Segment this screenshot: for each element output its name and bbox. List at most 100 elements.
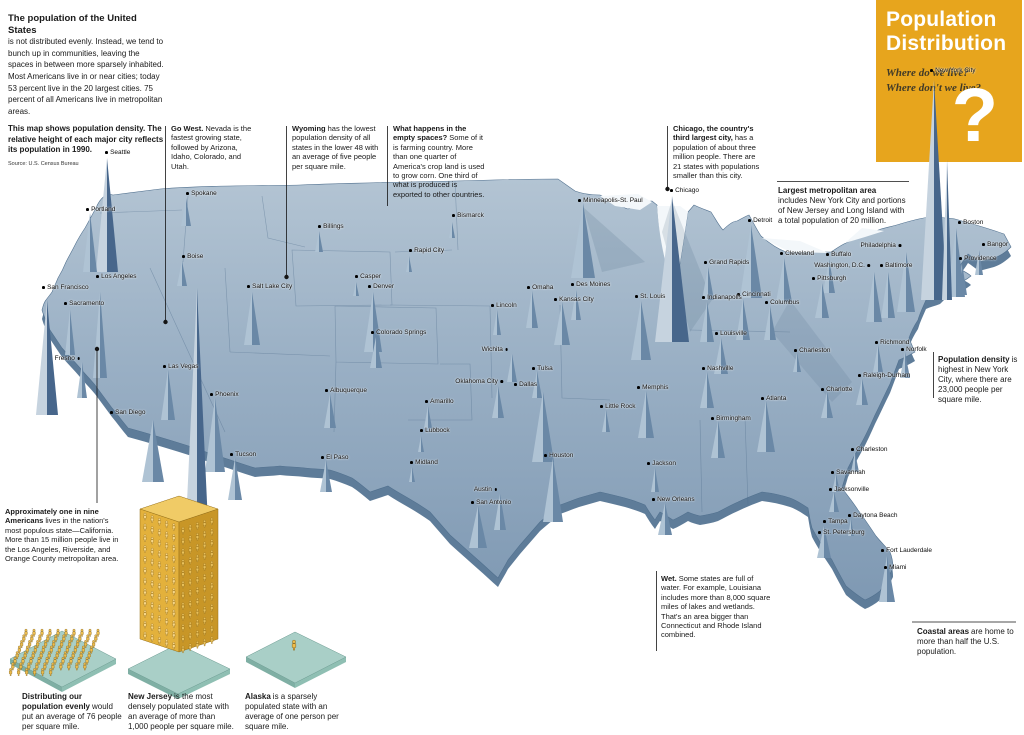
person-figure <box>202 519 207 528</box>
annotation-body: Some states are full of water. For examp… <box>661 574 771 640</box>
person-figure <box>59 639 64 649</box>
city-peak <box>356 282 359 296</box>
city-label: Boston <box>958 219 983 226</box>
person-figure <box>164 606 169 615</box>
city-peak <box>319 231 323 252</box>
person-figure <box>94 634 98 643</box>
city-label: Kansas City <box>554 296 594 303</box>
city-dot <box>884 566 887 569</box>
city-name: Pittsburgh <box>817 275 847 282</box>
city-peak <box>452 222 455 238</box>
city-peak <box>797 353 801 372</box>
city-peak <box>764 306 770 340</box>
person-figure <box>188 599 192 608</box>
person-figure <box>150 569 154 578</box>
city-peak <box>962 263 967 295</box>
person-figure <box>157 550 162 559</box>
city-label: Charlotte <box>821 386 852 393</box>
city-name: Jackson <box>652 460 676 467</box>
city-label: Lincoln <box>491 302 517 309</box>
city-peak <box>834 492 839 512</box>
city-dot <box>858 374 861 377</box>
city-name: Midland <box>415 459 438 466</box>
person-figure <box>164 574 169 583</box>
page-subtitle-line1: Where do we live? <box>886 67 969 79</box>
person-figure <box>38 634 42 643</box>
person-figure <box>17 645 22 654</box>
person-figure <box>13 656 17 665</box>
annotation-go-west: Go West. Nevada is the fastest growing st… <box>171 124 257 171</box>
person-figure <box>21 656 25 665</box>
city-peak <box>252 292 260 345</box>
city-peak <box>494 494 500 530</box>
person-figure <box>172 555 176 564</box>
city-dot <box>452 214 455 217</box>
city-dot <box>958 221 961 224</box>
city-peak <box>743 299 750 340</box>
person-figure <box>49 645 54 654</box>
city-peak <box>975 250 979 275</box>
city-name: Fort Lauderdale <box>886 547 932 554</box>
person-figure <box>64 628 68 637</box>
city-name: Tampa <box>828 518 848 525</box>
city-peak <box>827 392 833 418</box>
alaska-single-person <box>291 639 297 651</box>
person-figure <box>79 651 83 660</box>
city-peak <box>409 256 412 272</box>
city-label: Cincinnati <box>737 291 771 298</box>
person-figure <box>210 582 214 591</box>
city-peak <box>83 213 90 272</box>
city-label: Norfolk <box>901 346 927 353</box>
person-figure <box>150 526 154 534</box>
city-name: Amarillo <box>430 398 454 405</box>
city-label: Jackson <box>647 460 676 467</box>
city-dot <box>505 348 508 351</box>
person-figure <box>88 628 92 637</box>
city-peak <box>905 352 910 378</box>
city-label: Atlanta <box>761 395 786 402</box>
city-dot <box>578 199 581 202</box>
person-figure <box>46 634 50 643</box>
city-dot <box>371 331 374 334</box>
person-figure <box>157 636 162 645</box>
city-dot <box>230 453 233 456</box>
person-figure <box>202 562 207 571</box>
city-peak <box>832 474 836 492</box>
city-peak <box>77 362 82 398</box>
city-label: Daytona Beach <box>848 512 898 519</box>
city-name: Lubbock <box>425 427 450 434</box>
person-figure <box>75 639 80 649</box>
annotation-lead: Coastal areas <box>917 627 970 636</box>
city-label: Charleston <box>794 347 831 354</box>
person-figure <box>210 593 214 601</box>
city-dot <box>318 225 321 228</box>
city-peak <box>651 468 655 492</box>
person-figure <box>188 535 192 543</box>
city-peak <box>942 160 947 300</box>
city-peak <box>887 556 895 602</box>
annotation-lead: What happens in the empty spaces? <box>393 124 467 143</box>
person-figure <box>81 645 86 654</box>
person-figure <box>15 651 19 660</box>
city-peak <box>655 196 672 342</box>
city-label: Jacksonville <box>829 486 869 493</box>
city-label: Miami <box>884 564 906 571</box>
city-peak <box>851 452 855 472</box>
city-peak <box>707 302 714 342</box>
city-name: Cleveland <box>785 250 815 257</box>
person-figure <box>195 543 200 552</box>
person-figure <box>55 651 59 660</box>
city-name: Charleston <box>856 446 888 453</box>
city-label: St. Petersburg <box>818 529 865 536</box>
city-peak <box>571 203 583 278</box>
city-name: Dallas <box>519 381 538 388</box>
caption-alaska: Alaska is a sparsely populated state with… <box>245 692 345 732</box>
city-label: Buffalo <box>826 251 851 258</box>
city-peak <box>532 392 543 462</box>
person-figure <box>63 651 67 660</box>
city-label: Casper <box>355 273 381 280</box>
city-name: El Paso <box>326 454 349 461</box>
city-peak <box>185 288 197 545</box>
caption-new-jersey: New Jersey is the most densely populated … <box>128 692 234 732</box>
person-figure <box>210 625 214 634</box>
